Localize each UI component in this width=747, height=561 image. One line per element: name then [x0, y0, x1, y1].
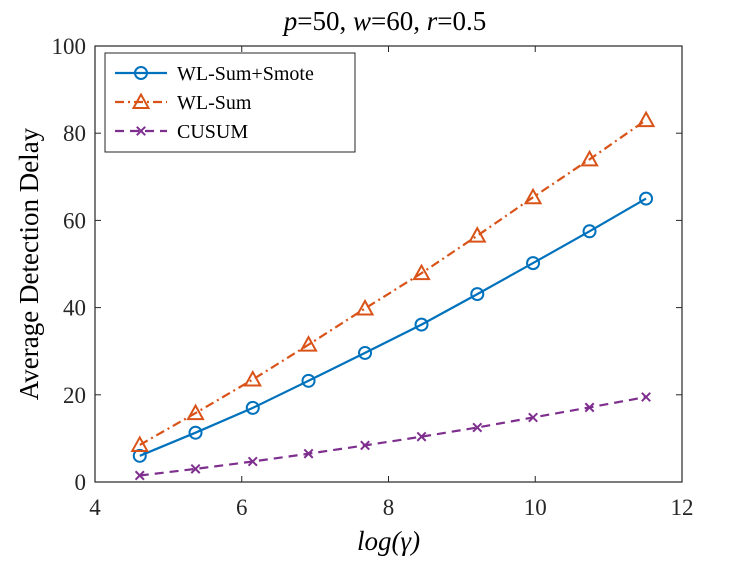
y-axis-label: Average Detection Delay	[14, 127, 44, 400]
legend-label-wl-sum-smote: WL-Sum+Smote	[177, 63, 314, 85]
data-point-wl-sum-smote	[188, 425, 203, 440]
y-tick-label: 100	[52, 34, 87, 59]
data-point-wl-sum	[468, 226, 487, 243]
series-line-wl-sum-smote	[139, 197, 647, 457]
data-point-cusum	[360, 440, 370, 451]
data-point-cusum-stroke	[247, 456, 258, 467]
title-part-3: =60,	[371, 6, 427, 36]
axis-ticks: 4 6 8 10 12 0 20 40 60 80 100	[52, 34, 694, 520]
x-axis-label: log(γ)	[357, 526, 420, 556]
data-point-cusum	[528, 412, 538, 423]
legend-marker-wl-sum-smote	[134, 66, 148, 80]
legend-marker-wl-sum	[131, 92, 151, 109]
data-point-cusum	[584, 402, 595, 413]
series-wl-sum-smote	[132, 191, 654, 463]
data-point-cusum-stroke	[472, 422, 483, 433]
legend-label-cusum: CUSUM	[177, 121, 248, 143]
data-point-cusum-stroke	[360, 440, 370, 451]
series-wl-sum	[130, 110, 656, 452]
title-part-0: p	[282, 6, 298, 36]
y-tick-label: 40	[63, 296, 86, 321]
data-point-cusum	[190, 464, 201, 474]
data-point-cusum	[416, 431, 427, 442]
chart-title-text: p=50, w=60, r=0.5	[282, 6, 486, 36]
title-part-2: w	[353, 6, 371, 36]
data-point-wl-sum	[355, 298, 375, 316]
x-tick-label: 8	[383, 495, 395, 520]
data-point-wl-sum	[412, 263, 431, 281]
data-point-wl-sum-smote	[132, 448, 147, 463]
data-point-wl-sum-smote	[245, 400, 260, 415]
data-point-cusum-stroke	[641, 392, 651, 402]
data-point-wl-sum	[636, 110, 656, 128]
data-point-wl-sum-smote	[582, 224, 597, 239]
data-point-wl-sum	[299, 335, 318, 352]
x-tick-label: 10	[524, 495, 547, 520]
x-tick-label: 4	[89, 495, 101, 520]
data-series	[130, 110, 656, 481]
legend: WL-Sum+Smote WL-Sum CUSUM	[104, 52, 356, 153]
data-point-cusum-stroke	[190, 464, 201, 474]
data-point-cusum-stroke	[134, 470, 145, 481]
data-point-wl-sum-smote	[639, 191, 654, 206]
data-point-wl-sum-smote	[470, 287, 485, 302]
y-tick-label: 60	[63, 208, 86, 233]
x-tick-label: 6	[236, 495, 248, 520]
legend-marker-cusum	[136, 126, 146, 136]
data-point-cusum-stroke	[303, 448, 314, 459]
data-point-wl-sum-smote	[358, 345, 373, 360]
title-part-5: =0.5	[437, 6, 486, 36]
data-point-cusum-stroke	[528, 412, 538, 423]
x-tick-label: 12	[671, 495, 694, 520]
data-point-wl-sum	[243, 369, 262, 387]
y-tick-label: 20	[63, 383, 86, 408]
data-point-cusum-stroke	[584, 402, 595, 413]
data-point-wl-sum	[130, 435, 149, 452]
data-point-cusum	[303, 448, 314, 459]
data-point-wl-sum	[580, 149, 599, 167]
data-point-cusum	[134, 470, 145, 481]
data-point-wl-sum	[523, 187, 543, 205]
y-tick-label: 80	[63, 121, 86, 146]
chart-title: p=50, w=60, r=0.5	[282, 6, 486, 36]
y-tick-label: 0	[75, 470, 87, 495]
data-point-cusum	[247, 456, 258, 467]
legend-marker-cusum-stroke	[136, 126, 146, 136]
series-line-wl-sum	[139, 119, 647, 446]
data-point-cusum	[472, 422, 483, 433]
title-part-4: r	[427, 6, 438, 36]
series-cusum	[134, 392, 651, 481]
data-point-wl-sum-smote	[301, 373, 316, 388]
data-point-cusum	[641, 392, 651, 402]
title-part-1: =50,	[297, 6, 353, 36]
data-point-wl-sum	[186, 403, 205, 421]
series-line-cusum	[139, 395, 647, 477]
data-point-wl-sum-smote	[414, 317, 429, 332]
data-point-cusum-stroke	[416, 431, 427, 442]
data-point-wl-sum-smote	[526, 256, 541, 271]
legend-label-wl-sum: WL-Sum	[177, 92, 252, 114]
